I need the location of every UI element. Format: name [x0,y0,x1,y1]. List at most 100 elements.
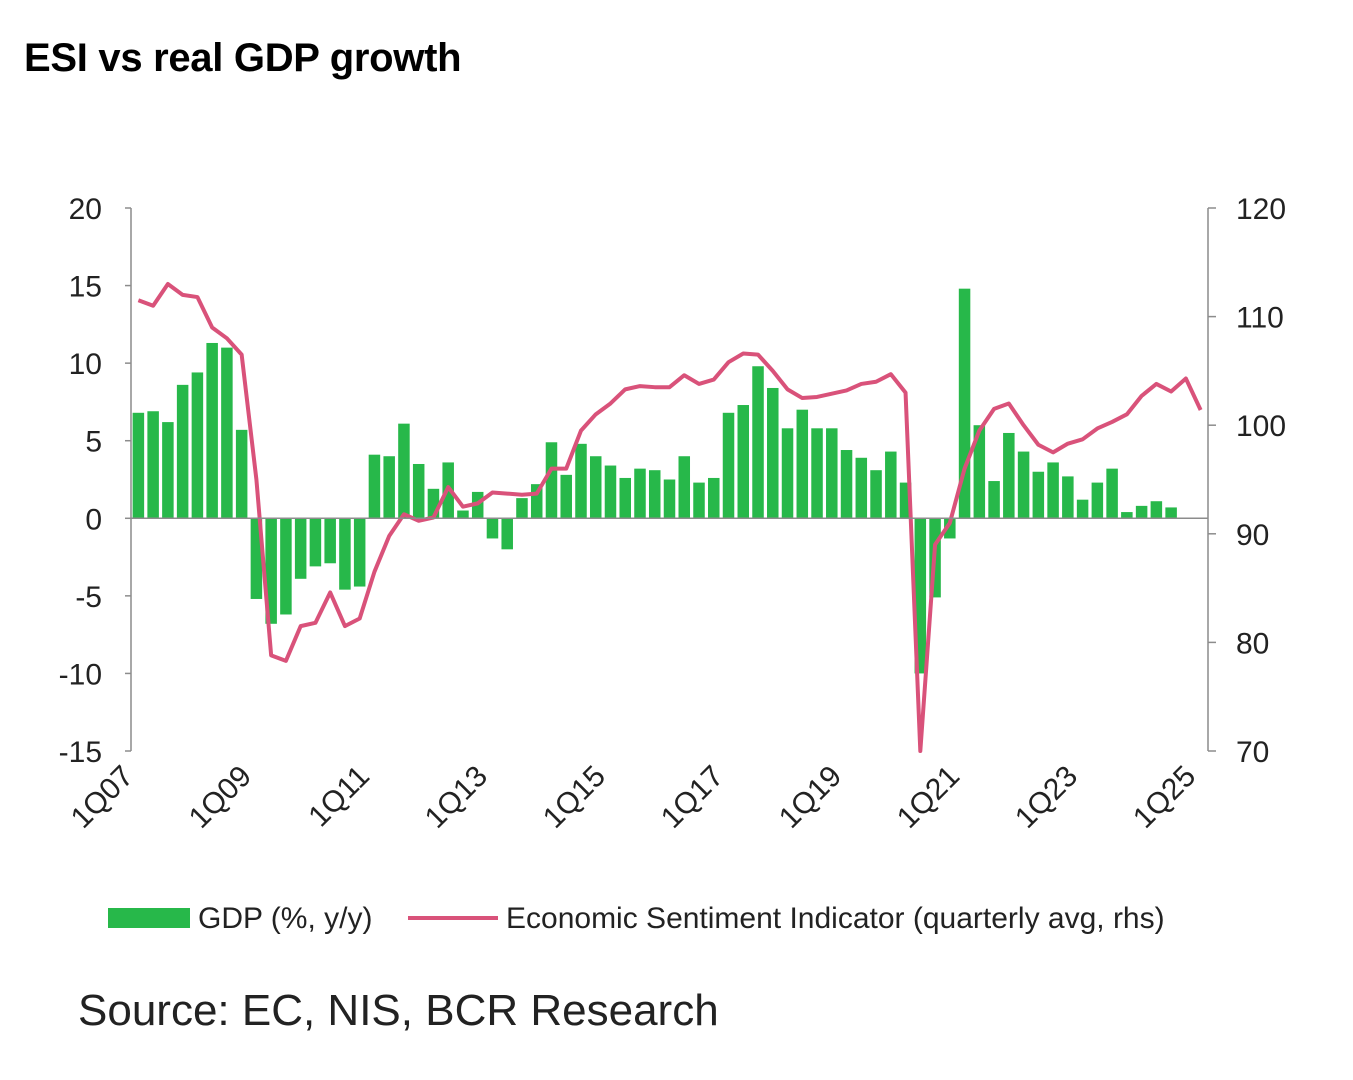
gdp-bar-3Q24 [1165,507,1177,519]
gdp-bar-1Q10 [309,518,322,567]
x-tick-label: 1Q15 [537,760,612,835]
x-tick-label: 1Q09 [183,760,258,835]
left-tick-label: 10 [69,348,102,381]
right-tick-label: 110 [1236,302,1284,335]
gdp-bar-3Q10 [339,518,351,590]
x-tick-label: 1Q21 [891,760,966,835]
gdp-bar-2Q14 [560,474,572,519]
legend-gdp-swatch [108,908,190,928]
gdp-bar-2Q24 [1150,501,1163,519]
gdp-bar-4Q15 [648,470,661,519]
chart-area: 20 15 10 5 0 -5 -10 -15 120 110 100 90 80 70 1Q07 1Q09 1… [59,193,1286,935]
gdp-bar-1Q13 [486,518,499,539]
gdp-bar-3Q17 [752,366,764,519]
gdp-bar-2Q17 [737,405,750,519]
gdp-bar-2Q09 [265,518,277,624]
gdp-bar-3Q15 [634,468,646,519]
gdp-bar-3Q13 [516,498,528,519]
gdp-bar-1Q09 [250,518,263,599]
gdp-bar-1Q20 [899,482,912,519]
gdp-bar-4Q20 [944,518,956,539]
gdp-bar-2Q23 [1091,482,1104,519]
gdp-bar-1Q22 [1017,451,1030,519]
gdp-bar-1Q23 [1076,499,1089,519]
chart-axes [130,208,1209,751]
source-note: Source: EC, NIS, BCR Research [78,986,719,1035]
gdp-bar-3Q19 [870,470,882,519]
left-tick-label: 15 [69,271,102,304]
gdp-bar-4Q14 [589,456,602,519]
gdp-bar-3Q21 [988,481,1000,519]
gdp-bar-series [132,288,1177,674]
gdp-bar-2Q13 [501,518,513,550]
gdp-bar-1Q08 [191,372,204,519]
gdp-bar-2Q07 [147,411,159,519]
gdp-bar-2Q20 [914,518,927,674]
gdp-bar-1Q24 [1135,505,1148,519]
gdp-bar-3Q07 [162,422,174,519]
legend-esi-label: Economic Sentiment Indicator (quarterly … [506,902,1165,935]
x-tick-label: 1Q25 [1127,760,1202,835]
legend-gdp-label: GDP (%, y/y) [198,902,372,935]
x-tick-label: 1Q19 [773,760,848,835]
left-tick-label: -15 [59,736,102,769]
gdp-bar-2Q18 [796,409,809,519]
gdp-bar-3Q11 [398,423,410,519]
gdp-bar-3Q09 [280,518,292,615]
chart-legend: GDP (%, y/y) Economic Sentiment Indicato… [108,902,1165,935]
left-tick-label: -5 [75,581,102,614]
x-tick-label: 1Q11 [302,760,376,834]
gdp-bar-2Q15 [619,477,631,519]
gdp-bar-3Q22 [1047,462,1059,519]
gdp-bar-4Q11 [412,463,425,519]
x-tick-label: 1Q17 [655,760,730,835]
gdp-bar-2Q10 [324,518,336,564]
gdp-bar-4Q19 [885,451,897,519]
gdp-bar-1Q21 [958,288,971,519]
gdp-bar-4Q10 [353,518,366,587]
gdp-bar-1Q07 [132,412,145,519]
right-tick-label: 120 [1236,193,1286,226]
left-tick-label: 5 [85,426,102,459]
gdp-bar-1Q17 [722,412,735,519]
gdp-bar-1Q15 [604,465,617,519]
esi-line-series [137,282,1203,753]
right-tick-label: 70 [1236,736,1269,769]
left-tick-label: 0 [85,503,102,536]
gdp-bar-4Q22 [1062,476,1074,519]
gdp-bar-4Q16 [708,477,720,519]
gdp-bar-3Q18 [811,428,823,519]
gdp-bar-2Q16 [678,456,691,519]
x-tick-label: 1Q23 [1009,760,1084,835]
gdp-bar-4Q07 [176,384,189,519]
gdp-bar-3Q08 [221,347,233,519]
gdp-bar-1Q18 [781,428,794,519]
gdp-bar-2Q21 [973,425,986,519]
gdp-bar-3Q14 [575,443,587,519]
left-tick-label: 20 [69,193,102,226]
left-tick-label: -10 [59,658,102,691]
gdp-bar-3Q16 [693,482,705,519]
right-tick-label: 90 [1236,519,1269,552]
gdp-bar-2Q19 [855,457,868,519]
gdp-bar-4Q09 [294,518,307,579]
x-tick-label: 1Q13 [419,760,494,835]
gdp-bar-3Q12 [457,510,469,519]
gdp-bar-1Q16 [663,479,676,519]
esi-line [137,282,1203,753]
gdp-bar-2Q11 [383,456,395,519]
chart-title: ESI vs real GDP growth [24,36,462,80]
gdp-bar-2Q22 [1032,471,1045,519]
gdp-bar-1Q19 [840,450,853,519]
gdp-bar-2Q08 [206,342,218,519]
gdp-bar-4Q18 [826,428,838,519]
gdp-bar-3Q23 [1106,468,1118,519]
x-tick-label: 1Q07 [65,760,140,835]
gdp-bar-4Q13 [530,484,543,519]
gdp-bar-4Q08 [235,429,248,519]
gdp-bar-1Q14 [545,442,558,519]
gdp-bar-4Q23 [1121,512,1133,519]
gdp-bar-4Q21 [1003,432,1015,519]
gdp-bar-1Q12 [427,488,440,519]
gdp-bar-4Q17 [767,387,779,519]
